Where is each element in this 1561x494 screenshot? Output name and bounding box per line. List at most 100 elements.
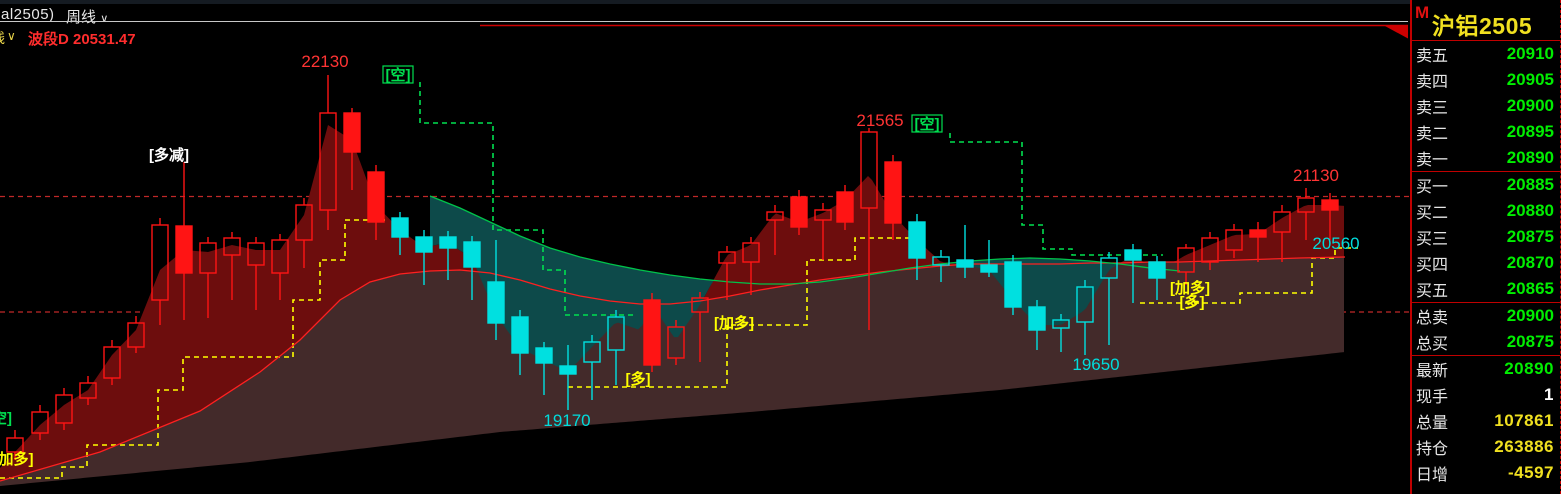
contract-title: 沪铝2505 (1432, 13, 1533, 39)
ma-line-red (0, 256, 1346, 482)
bid-row[interactable]: 买三 20875 (1412, 224, 1560, 250)
candle-body[interactable] (980, 264, 998, 273)
chart-header: al2505) 周线 ∨ (0, 0, 1410, 26)
candle-body[interactable] (103, 346, 121, 379)
candle-body[interactable] (932, 256, 950, 266)
ask-row-label: 卖四 (1416, 74, 1449, 91)
candle-body[interactable] (718, 251, 736, 264)
chevron-down-icon[interactable]: ∨ (7, 29, 16, 43)
signal-label: [多减] (149, 146, 189, 164)
candle-body[interactable] (199, 242, 217, 274)
candle-body[interactable] (247, 242, 265, 266)
period-selector[interactable]: 周线 ∨ (66, 9, 109, 26)
candle-body[interactable] (1100, 257, 1118, 279)
candle-body[interactable] (127, 322, 145, 348)
candle-body[interactable] (151, 224, 169, 301)
long-stop-line (568, 237, 922, 388)
quote-panel-header: M 沪铝2505 (1412, 0, 1560, 41)
panel-divider (1412, 355, 1560, 356)
header-divider (0, 21, 1408, 22)
stat-row-value: 20890 (1504, 359, 1554, 378)
ask-row-value: 20900 (1506, 96, 1554, 115)
candle-body[interactable] (487, 281, 505, 324)
stat-rows: 最新 20890 现手 1 总量 107861 持仓 263886 日增 -4597 (1412, 356, 1560, 486)
lower-band (0, 257, 1344, 486)
candle-body[interactable] (667, 326, 685, 359)
candle-body[interactable] (367, 171, 385, 223)
signal-box (911, 114, 943, 133)
candle-body[interactable] (607, 316, 625, 351)
long-stop-line (0, 219, 385, 479)
ask-row[interactable]: 卖二 20895 (1412, 119, 1560, 145)
candle-body[interactable] (1249, 229, 1267, 238)
candle-body[interactable] (6, 437, 24, 453)
bid-row[interactable]: 买五 20865 (1412, 276, 1560, 302)
candle-body[interactable] (1148, 261, 1166, 279)
stat-row-value: 107861 (1494, 411, 1554, 430)
quote-panel: M 沪铝2505 卖五 20910 卖四 20905 卖三 20900 卖二 20895 卖一 2… (1410, 0, 1561, 494)
short-stop-line (949, 133, 1163, 256)
stat-row-value: 1 (1544, 385, 1554, 404)
candle-body[interactable] (1225, 229, 1243, 251)
candle-body[interactable] (175, 225, 193, 274)
candle-body[interactable] (55, 394, 73, 424)
candle-body[interactable] (1004, 261, 1022, 308)
candle-body[interactable] (559, 365, 577, 375)
candle-body[interactable] (583, 341, 601, 363)
candle-body[interactable] (223, 237, 241, 256)
candle-body[interactable] (1201, 237, 1219, 263)
ask-row[interactable]: 卖一 20890 (1412, 145, 1560, 171)
bid-row-value: 20885 (1506, 175, 1554, 194)
ask-rows: 卖五 20910 卖四 20905 卖三 20900 卖二 20895 卖一 20890 (1412, 41, 1560, 171)
total-row-label: 总买 (1416, 336, 1449, 353)
candle-body[interactable] (1177, 247, 1195, 273)
ask-row[interactable]: 卖四 20905 (1412, 67, 1560, 93)
candle-body[interactable] (319, 112, 337, 211)
candle-body[interactable] (343, 112, 361, 153)
price-label: 22130 (301, 52, 348, 71)
total-row: 总卖 20900 (1412, 303, 1560, 329)
candle-body[interactable] (956, 259, 974, 268)
candle-body[interactable] (1076, 286, 1094, 323)
candle-body[interactable] (766, 211, 784, 221)
candle-body[interactable] (295, 204, 313, 241)
candle-body[interactable] (1028, 306, 1046, 331)
candle-body[interactable] (415, 236, 433, 253)
bid-row-value: 20880 (1506, 201, 1554, 220)
signal-label: [多] (1180, 293, 1205, 311)
bid-row[interactable]: 买二 20880 (1412, 198, 1560, 224)
candle-body[interactable] (1273, 211, 1291, 233)
candle-body[interactable] (79, 382, 97, 399)
candle-body[interactable] (908, 221, 926, 259)
candle-body[interactable] (1124, 249, 1142, 261)
bid-row[interactable]: 买四 20870 (1412, 250, 1560, 276)
candle-body[interactable] (31, 411, 49, 434)
price-label: 21565 (856, 111, 903, 130)
ask-row[interactable]: 卖五 20910 (1412, 41, 1560, 67)
bid-row[interactable]: 买一 20885 (1412, 172, 1560, 198)
alert-line-arrow-icon (1384, 25, 1408, 39)
candle-body[interactable] (860, 131, 878, 209)
candle-body[interactable] (1052, 319, 1070, 329)
candle-body[interactable] (814, 209, 832, 221)
candle-body[interactable] (1297, 197, 1315, 213)
candle-body[interactable] (836, 191, 854, 223)
candle-body[interactable] (511, 316, 529, 354)
candle-body[interactable] (790, 196, 808, 228)
candle-body[interactable] (439, 236, 457, 249)
candle-body[interactable] (391, 217, 409, 238)
candle-body[interactable] (535, 347, 553, 364)
stat-row-label: 最新 (1416, 363, 1449, 380)
candle-body[interactable] (884, 161, 902, 224)
ask-row[interactable]: 卖三 20900 (1412, 93, 1560, 119)
candle-body[interactable] (463, 241, 481, 268)
candle-body[interactable] (271, 239, 289, 274)
candle-body[interactable] (691, 297, 709, 313)
candle-body[interactable] (643, 299, 661, 366)
signal-label: 加多] (0, 450, 34, 468)
candle-body[interactable] (742, 242, 760, 263)
candle-body[interactable] (1321, 199, 1339, 211)
price-label: 19170 (543, 411, 590, 430)
stat-row-label: 现手 (1416, 389, 1449, 406)
candlestick-chart[interactable]: 22130 21565 21130 20560 19650 19170 [多减] [空] [空]… (0, 0, 1410, 494)
